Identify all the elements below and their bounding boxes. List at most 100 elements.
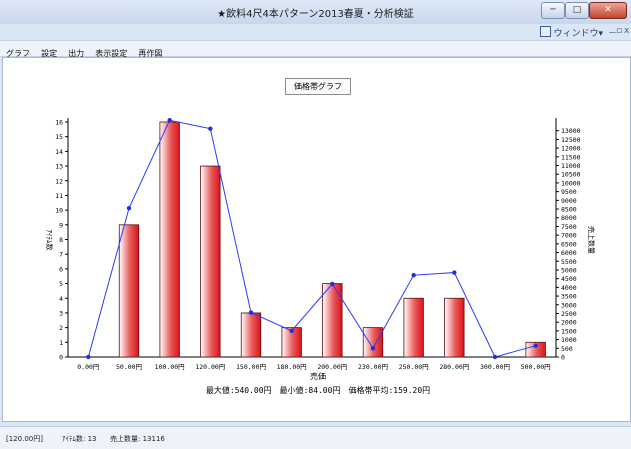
menu-item-output[interactable]: 出力	[68, 49, 85, 58]
x-tick-label: 280.00円	[439, 363, 469, 371]
y-axis-label: ｱｲﾃﾑ数	[45, 230, 54, 251]
y2-tick-label: 3500	[561, 293, 577, 301]
x-tick-label: 500.00円	[521, 363, 551, 371]
menu-item-display-settings[interactable]: 表示設定	[95, 49, 128, 58]
y2-tick-label: 7500	[561, 223, 577, 231]
y-tick-label: 2	[59, 324, 63, 332]
y-tick-label: 10	[55, 207, 63, 215]
y2-tick-label: 12500	[561, 136, 581, 144]
y2-tick-label: 1500	[561, 327, 577, 335]
bar	[240, 312, 262, 358]
title-bar[interactable]: ★飲料4尺4本パターン2013春夏・分析検証 ─ □ ✕	[0, 0, 631, 24]
line-point	[86, 354, 91, 360]
y2-tick-label: 9000	[561, 197, 577, 205]
y2-tick-label: 8000	[561, 214, 577, 222]
line-point	[533, 343, 538, 348]
y2-tick-label: 2500	[561, 310, 577, 318]
y-tick-label: 4	[59, 295, 63, 303]
line-point	[411, 272, 416, 278]
window-menu[interactable]: ウィンドウ▾	[540, 26, 603, 39]
mdi-restore-button[interactable]: ▫	[616, 26, 623, 36]
x-tick-label: 100.00円	[155, 363, 185, 371]
y2-tick-label: 1000	[561, 336, 577, 344]
graph-title-button[interactable]: 価格帯グラフ	[285, 78, 351, 95]
status-sales-qty: 売上数量: 13116	[110, 435, 165, 443]
y2-axis-label: 売上数量	[587, 226, 596, 254]
y2-tick-label: 500	[561, 345, 573, 353]
line-point	[248, 310, 254, 315]
x-tick-label: 50.00円	[116, 363, 142, 371]
menu-item-settings[interactable]: 設定	[41, 49, 58, 58]
bar	[525, 341, 546, 358]
y2-tick-label: 11500	[561, 153, 581, 161]
mdi-close-button[interactable]: x	[624, 26, 630, 36]
y-tick-label: 7	[59, 251, 63, 259]
bar	[200, 165, 221, 358]
line-point	[370, 346, 376, 351]
y-tick-label: 8	[59, 236, 63, 244]
x-tick-label: 300.00円	[480, 363, 510, 371]
y2-tick-label: 0	[561, 354, 565, 362]
menu-item-graph[interactable]: グラフ	[6, 49, 30, 58]
x-tick-label: 0.00円	[77, 363, 99, 371]
y2-tick-label: 12000	[561, 145, 581, 153]
y2-tick-label: 5500	[561, 258, 577, 266]
y-tick-label: 1	[59, 339, 63, 347]
window-menu-icon	[540, 26, 552, 37]
line-point	[492, 354, 498, 360]
y2-tick-label: 6500	[561, 240, 577, 248]
y-tick-label: 3	[59, 309, 63, 317]
y-tick-label: 9	[59, 221, 63, 229]
y-tick-label: 14	[55, 148, 63, 156]
window-title: ★飲料4尺4本パターン2013春夏・分析検証	[217, 9, 414, 20]
y-tick-label: 13	[55, 163, 63, 171]
bar	[362, 327, 384, 358]
y-tick-label: 6	[59, 265, 63, 273]
x-axis-label: 売価	[310, 371, 326, 381]
bar	[444, 297, 465, 358]
maximize-button[interactable]: □	[565, 2, 589, 19]
axis-labels: 0123456789101112131415160500100015002000…	[55, 119, 580, 372]
chart-axes	[65, 118, 559, 358]
line-point	[289, 328, 294, 334]
bar-series	[118, 121, 546, 358]
y2-tick-label: 9500	[561, 188, 577, 196]
x-tick-label: 230.00円	[358, 363, 388, 371]
y2-tick-label: 4000	[561, 284, 577, 292]
minimize-button[interactable]: ─	[541, 2, 565, 19]
mdi-minimize-button[interactable]: －	[608, 29, 618, 39]
menu-bar: グラフ 設定 出力 表示設定 再作図	[0, 40, 631, 58]
x-tick-label: 250.00円	[399, 363, 429, 371]
y2-tick-label: 10000	[561, 179, 581, 187]
y2-tick-label: 13000	[561, 127, 581, 135]
sales-qty-line	[87, 119, 536, 358]
summary-stats: 最大値:540.00円 最小値:84.00円 価格帯平均:159.20円	[206, 385, 430, 395]
x-tick-label: 200.00円	[317, 363, 347, 371]
y2-tick-label: 5000	[561, 266, 577, 274]
menu-item-redraw[interactable]: 再作図	[138, 49, 163, 58]
y2-tick-label: 8500	[561, 206, 577, 214]
y-tick-label: 12	[55, 177, 63, 185]
status-bar: [120.00円] ｱｲﾃﾑ数: 13 売上数量: 13116	[0, 426, 631, 449]
line-point	[126, 205, 132, 211]
y-tick-label: 16	[55, 119, 63, 127]
line-point	[452, 270, 457, 275]
y2-tick-label: 11000	[561, 162, 581, 170]
x-tick-label: 150.00円	[236, 363, 266, 371]
chevron-down-icon: ▾	[598, 29, 603, 39]
bar	[159, 121, 180, 358]
bar	[118, 224, 140, 358]
y-tick-label: 5	[59, 280, 63, 288]
line-series	[86, 118, 538, 360]
close-button[interactable]: ✕	[589, 2, 627, 19]
y2-tick-label: 10500	[561, 171, 581, 179]
status-item-count: ｱｲﾃﾑ数: 13	[62, 435, 97, 443]
window-menu-label: ウィンドウ	[553, 29, 599, 39]
y-tick-label: 11	[55, 192, 63, 200]
line-point	[208, 126, 213, 131]
line-point	[167, 118, 172, 123]
x-tick-label: 120.00円	[195, 363, 225, 371]
y2-tick-label: 4500	[561, 275, 577, 283]
y2-tick-label: 7000	[561, 232, 577, 240]
